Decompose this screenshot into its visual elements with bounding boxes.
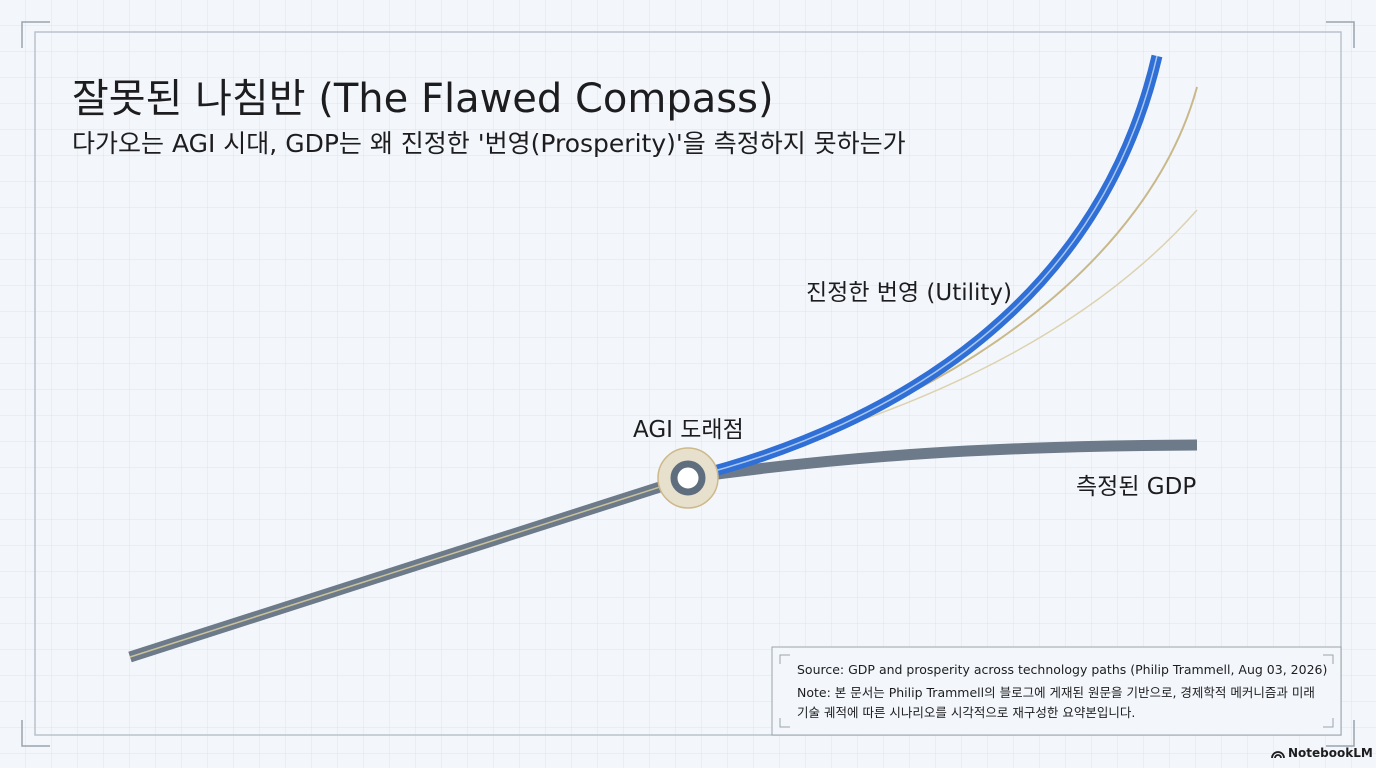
agi-point — [670, 460, 706, 496]
footnote-box — [771, 646, 1342, 736]
gdp-label: 측정된 GDP — [1076, 474, 1197, 500]
footnote-note: Note: 본 문서는 Philip Trammell의 블로그에 게재된 원문… — [797, 685, 1315, 720]
subtitle: 다가오는 AGI 시대, GDP는 왜 진정한 '번영(Prosperity)'… — [72, 129, 906, 158]
gdp-line-center — [129, 477, 689, 658]
agi-label: AGI 도래점 — [633, 417, 744, 443]
utility-label: 진정한 번영 (Utility) — [806, 280, 1013, 306]
title: 잘못된 나침반 (The Flawed Compass) — [72, 76, 774, 122]
footnote-corners — [779, 654, 1334, 728]
gdp-curve — [687, 439, 1198, 484]
corner-brackets — [21, 21, 1355, 747]
frame — [34, 31, 1342, 736]
utility-curve-center — [687, 55, 1158, 479]
brand: NotebookLM — [1288, 746, 1373, 760]
brand-icon — [1271, 751, 1285, 759]
footnote-source: Source: GDP and prosperity across techno… — [797, 662, 1328, 677]
